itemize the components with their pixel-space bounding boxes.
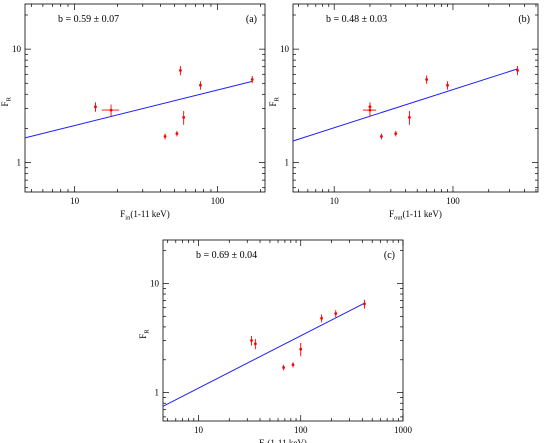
x-axis-label: Fout(1-11 keV) bbox=[389, 209, 442, 222]
data-point bbox=[334, 310, 338, 318]
data-point bbox=[394, 130, 398, 137]
x-tick-label: 100 bbox=[446, 196, 460, 206]
data-point bbox=[516, 66, 519, 76]
y-axis-label: FR bbox=[0, 96, 13, 106]
chart-panel-3: 10 100 1000 1 10 Fx(1-11 keV) FR b = 0.69 ± 0.0… bbox=[138, 239, 413, 443]
slope-annotation: b = 0.48 ± 0.03 bbox=[326, 14, 387, 25]
fit-line bbox=[162, 302, 365, 407]
data-point bbox=[182, 110, 186, 125]
data-point bbox=[446, 81, 449, 90]
data-point bbox=[101, 104, 120, 117]
x-tick-label: 100 bbox=[211, 196, 225, 206]
point-marker bbox=[363, 302, 366, 306]
data-point bbox=[163, 133, 167, 140]
plot-frame bbox=[162, 239, 404, 422]
data-point bbox=[250, 75, 254, 84]
x-tick-label: 100 bbox=[294, 425, 308, 435]
y-tick-label: 10 bbox=[12, 44, 22, 54]
data-point bbox=[250, 336, 253, 346]
data-point bbox=[363, 299, 366, 309]
data-point bbox=[94, 102, 97, 112]
y-tick-label: 10 bbox=[150, 278, 160, 288]
point-marker bbox=[199, 83, 202, 87]
x-tick-label: 10 bbox=[194, 425, 204, 435]
panel-label: (a) bbox=[246, 14, 257, 25]
data-point bbox=[175, 130, 179, 137]
x-tick-label: 10 bbox=[330, 196, 340, 206]
data-point bbox=[282, 364, 286, 371]
point-marker bbox=[175, 132, 179, 135]
slope-annotation: b = 0.59 ± 0.07 bbox=[58, 14, 119, 25]
point-marker bbox=[291, 363, 295, 367]
point-marker bbox=[250, 339, 253, 342]
data-point bbox=[253, 338, 257, 350]
panel-label: (b) bbox=[518, 14, 530, 25]
data-point bbox=[425, 75, 429, 84]
point-marker bbox=[334, 312, 338, 315]
point-marker bbox=[109, 108, 113, 112]
fit-line bbox=[292, 68, 518, 142]
point-marker bbox=[394, 132, 398, 135]
data-point bbox=[363, 104, 377, 117]
y-tick-label: 1 bbox=[285, 158, 290, 168]
panel-label: (c) bbox=[384, 250, 395, 261]
point-marker bbox=[408, 116, 411, 119]
data-point bbox=[291, 362, 295, 368]
point-marker bbox=[425, 78, 429, 81]
point-marker bbox=[282, 366, 286, 369]
point-marker bbox=[446, 83, 449, 87]
plot-frame bbox=[24, 3, 266, 193]
y-axis-label: FR bbox=[138, 329, 151, 339]
x-tick-label: 1000 bbox=[394, 425, 413, 435]
data-point bbox=[178, 66, 182, 76]
data-point bbox=[199, 81, 202, 90]
point-marker bbox=[163, 135, 167, 138]
y-axis-label: FR bbox=[268, 96, 281, 106]
data-point bbox=[380, 133, 383, 140]
chart-panel-1: 10 100 1 10 Fin(1-11 keV) FR b = 0.59 ± 0.07 (a… bbox=[0, 3, 266, 222]
plot-frame bbox=[292, 3, 539, 193]
data-point bbox=[408, 110, 411, 125]
y-tick-label: 10 bbox=[280, 44, 290, 54]
point-marker bbox=[94, 105, 97, 109]
data-point bbox=[320, 314, 324, 323]
point-marker bbox=[368, 108, 372, 112]
point-marker bbox=[253, 342, 257, 346]
data-point bbox=[299, 342, 303, 357]
fit-line bbox=[24, 80, 253, 139]
chart-panel-2: 10 100 1 10 Fout(1-11 keV) FR b = 0.48 ± 0.03 (… bbox=[268, 3, 539, 222]
point-marker bbox=[178, 68, 182, 72]
x-axis-label: Fin(1-11 keV) bbox=[120, 209, 169, 222]
y-tick-label: 1 bbox=[17, 158, 22, 168]
point-marker bbox=[299, 347, 303, 351]
point-marker bbox=[182, 116, 186, 119]
slope-annotation: b = 0.69 ± 0.04 bbox=[196, 250, 257, 261]
point-marker bbox=[320, 316, 324, 320]
x-tick-label: 10 bbox=[70, 196, 80, 206]
point-marker bbox=[250, 78, 254, 81]
x-axis-label: Fx(1-11 keV) bbox=[259, 438, 307, 443]
point-marker bbox=[516, 68, 519, 72]
y-tick-label: 1 bbox=[155, 388, 160, 398]
point-marker bbox=[380, 135, 383, 138]
